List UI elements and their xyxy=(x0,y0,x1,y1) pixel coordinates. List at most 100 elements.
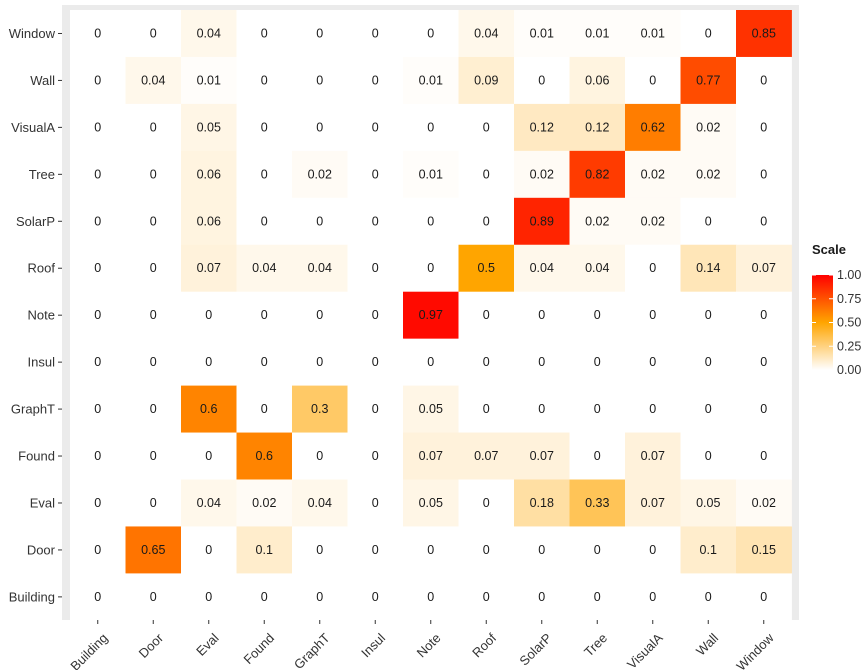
heatmap-cell xyxy=(403,385,459,433)
heatmap-cell-value: 0 xyxy=(150,496,157,510)
heatmap-cell-value: 0 xyxy=(205,590,212,604)
heatmap-cell-value: 0.05 xyxy=(197,120,221,134)
heatmap-cell xyxy=(736,197,792,246)
heatmap-cell-value: 0 xyxy=(372,261,379,275)
heatmap-cell xyxy=(403,10,459,58)
heatmap-cell xyxy=(403,432,459,480)
heatmap-cell xyxy=(680,479,737,527)
x-axis-tick-label: Door xyxy=(136,630,167,661)
heatmap-cell xyxy=(181,479,237,527)
heatmap-cell-value: 0.07 xyxy=(530,449,554,463)
heatmap-cell xyxy=(569,385,626,433)
heatmap-cell-value: 0 xyxy=(261,214,268,228)
heatmap-cell xyxy=(736,526,792,574)
heatmap-cell xyxy=(680,432,737,480)
heatmap-cell-value: 0 xyxy=(372,120,379,134)
x-axis-tick-label: SolarP xyxy=(516,630,554,668)
heatmap-cell xyxy=(347,573,404,621)
y-axis-tick-label: Found xyxy=(18,449,55,464)
heatmap-cell xyxy=(70,150,126,199)
heatmap-cell xyxy=(181,291,237,340)
heatmap-cell xyxy=(680,10,737,58)
heatmap-cell xyxy=(292,56,348,105)
heatmap-cell-value: 0 xyxy=(94,261,101,275)
heatmap-cell-value: 0 xyxy=(538,308,545,322)
heatmap-cell xyxy=(403,150,459,199)
heatmap-cell-value: 0 xyxy=(94,590,101,604)
heatmap-cell xyxy=(236,432,293,480)
heatmap-cell xyxy=(514,291,570,340)
heatmap-cell-value: 0 xyxy=(760,167,767,181)
heatmap-cell-value: 0 xyxy=(483,214,490,228)
heatmap-cell xyxy=(236,526,293,574)
heatmap-cell-value: 0 xyxy=(594,590,601,604)
heatmap-cell xyxy=(736,56,792,105)
heatmap-cell-value: 0.12 xyxy=(530,120,554,134)
x-axis-tick-label: Roof xyxy=(469,630,499,660)
heatmap-cell-value: 0.06 xyxy=(585,73,609,87)
heatmap-cell xyxy=(181,526,237,574)
heatmap-cell-value: 0 xyxy=(538,355,545,369)
heatmap-cell-value: 0 xyxy=(94,449,101,463)
heatmap-cell xyxy=(458,150,515,199)
heatmap-cell xyxy=(458,338,515,386)
heatmap-cell-value: 0.3 xyxy=(311,402,328,416)
heatmap-cell-value: 0 xyxy=(705,26,712,40)
heatmap-cell-value: 0 xyxy=(94,120,101,134)
heatmap-cell xyxy=(181,56,237,105)
heatmap-cell xyxy=(403,338,459,386)
heatmap-cell xyxy=(625,526,681,574)
heatmap-cell xyxy=(181,573,237,621)
legend-tick-label: 0.25 xyxy=(837,339,861,353)
heatmap-cell xyxy=(569,150,626,199)
x-axis-tick-label: VisualA xyxy=(624,630,666,670)
heatmap-cell-value: 0.02 xyxy=(585,214,609,228)
heatmap-cell xyxy=(569,10,626,58)
heatmap-cell-value: 0.02 xyxy=(696,120,720,134)
heatmap-cell-value: 0 xyxy=(261,120,268,134)
heatmap-cell-value: 0.33 xyxy=(585,496,609,510)
x-axis-tick-label: GraphT xyxy=(291,630,333,670)
heatmap-cell xyxy=(458,10,515,58)
heatmap-cell-value: 0.09 xyxy=(474,73,498,87)
heatmap-cell xyxy=(680,291,737,340)
heatmap-cell-value: 0 xyxy=(538,590,545,604)
heatmap-cell-value: 0.06 xyxy=(197,214,221,228)
heatmap-cell-value: 0.07 xyxy=(641,449,665,463)
heatmap-cell xyxy=(236,338,293,386)
heatmap-cell xyxy=(403,244,459,293)
heatmap-cell xyxy=(680,385,737,433)
heatmap-cell-value: 0 xyxy=(94,496,101,510)
heatmap-cell-value: 0.1 xyxy=(256,543,273,557)
heatmap-cell-value: 0.04 xyxy=(252,261,276,275)
heatmap-cell xyxy=(514,150,570,199)
heatmap-cell-value: 0 xyxy=(205,543,212,557)
heatmap-cell xyxy=(347,244,404,293)
heatmap-cell xyxy=(70,56,126,105)
heatmap-cell-value: 0 xyxy=(261,167,268,181)
heatmap-cell xyxy=(403,197,459,246)
heatmap-cell-value: 0.5 xyxy=(478,261,495,275)
heatmap-cell xyxy=(458,573,515,621)
heatmap-cell-value: 0 xyxy=(372,590,379,604)
heatmap-cell-value: 0 xyxy=(316,308,323,322)
heatmap-cell-value: 0 xyxy=(594,543,601,557)
legend-ticks: 1.00 0.75 0.50 0.25 0.00 xyxy=(812,268,861,377)
heatmap-cell xyxy=(625,432,681,480)
heatmap-cell xyxy=(236,385,293,433)
heatmap-cell xyxy=(625,197,681,246)
heatmap-cell xyxy=(236,103,293,152)
heatmap-cell xyxy=(403,56,459,105)
heatmap-cell-value: 0.15 xyxy=(752,543,776,557)
heatmap-cell-value: 0.06 xyxy=(197,167,221,181)
y-axis: Window Wall VisualA Tree SolarP Roof Note Insul… xyxy=(9,26,62,604)
heatmap-cell-value: 0 xyxy=(94,543,101,557)
heatmap-cell xyxy=(181,103,237,152)
heatmap-cell xyxy=(347,338,404,386)
heatmap-cell-value: 0 xyxy=(649,590,656,604)
heatmap-cell xyxy=(292,103,348,152)
heatmap-cell-value: 0.82 xyxy=(585,167,609,181)
heatmap-cell xyxy=(236,56,293,105)
heatmap-cell xyxy=(292,573,348,621)
heatmap-cell-value: 0 xyxy=(261,402,268,416)
